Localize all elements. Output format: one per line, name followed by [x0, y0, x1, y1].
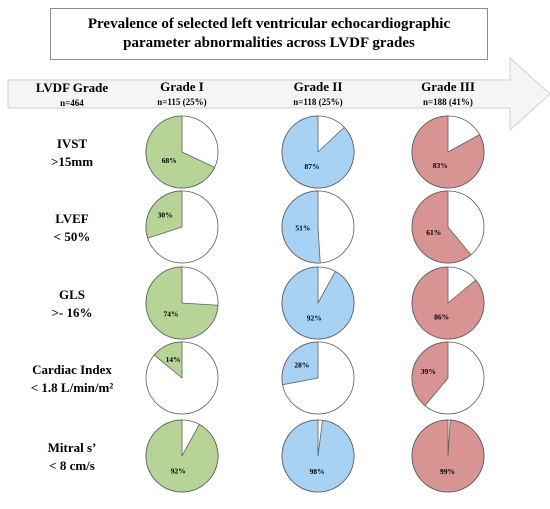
pie-slice-r1-g1: [145, 115, 215, 189]
pie-value-label-r1-g3: 83%: [433, 161, 448, 170]
parameter-label-2-line-1: LVEF: [55, 211, 89, 226]
pie-slice-r5-g2: [281, 419, 355, 493]
pie-slice-r5-g1: [145, 419, 219, 493]
pie-value-label-r4-g1: 14%: [166, 355, 181, 364]
parameter-label-2-line-2: < 50%: [54, 229, 91, 244]
pie-value-label-r1-g1: 68%: [162, 156, 177, 165]
parameter-label-1-line-2: >15mm: [51, 154, 93, 169]
chart-title-line-2: parameter abnormalities across LVDF grad…: [123, 35, 415, 51]
parameter-label-1-line-1: IVST: [57, 136, 88, 151]
parameter-label-4-line-1: Cardiac Index: [32, 362, 112, 377]
pie-slice-r2-g2: [281, 190, 321, 264]
pie-value-label-r4-g3: 39%: [421, 367, 436, 376]
pie-slice-r4-g2: [281, 341, 319, 386]
pie-value-label-r3-g2: 92%: [307, 314, 322, 323]
pie-slice-r4-g3: [411, 341, 449, 407]
pie-slice-r1-g2: [281, 115, 355, 189]
pie-slice-r2-g3: [411, 190, 472, 264]
grade-n-3: n=188 (41%): [423, 97, 473, 107]
pie-slice-r1-g3: [411, 115, 485, 189]
pie-value-label-r3-g3: 86%: [434, 313, 449, 322]
chart-title-line-1: Prevalence of selected left ventricular …: [87, 16, 451, 32]
pie-value-label-r5-g3: 99%: [440, 467, 455, 476]
parameter-label-4-line-2: < 1.8 L/min/m²: [31, 380, 114, 395]
pie-value-label-r2-g3: 61%: [426, 228, 441, 237]
header-arrow: [7, 56, 550, 132]
grade-header-3: Grade III: [421, 79, 475, 94]
pie-slice-r4-g1: [153, 341, 183, 379]
pie-value-label-r2-g1: 30%: [158, 211, 173, 220]
pie-value-label-r2-g2: 51%: [295, 224, 310, 233]
pie-value-label-r5-g1: 92%: [171, 467, 186, 476]
grade-header-2: Grade II: [294, 79, 343, 94]
grade-header-1: Grade I: [160, 79, 204, 94]
pie-value-label-r5-g2: 98%: [310, 467, 325, 476]
header-label: LVDF Grade: [36, 80, 109, 95]
pie-slice-r3-g1: [145, 266, 219, 340]
chart-title: Prevalence of selected left ventricular …: [50, 8, 488, 60]
pie-slice-r3-g2: [281, 266, 355, 340]
parameter-label-3-line-1: GLS: [59, 287, 85, 302]
header-n: n=464: [60, 98, 84, 108]
pie-slice-r5-g3: [411, 419, 485, 493]
parameter-label-5-line-2: < 8 cm/s: [49, 458, 95, 473]
grade-n-1: n=115 (25%): [157, 97, 206, 107]
parameter-label-3-line-2: >- 16%: [52, 305, 93, 320]
parameter-label-5-line-1: Mitral s’: [48, 440, 97, 455]
grade-n-2: n=118 (25%): [293, 97, 342, 107]
pie-slice-r3-g3: [411, 266, 485, 340]
pie-slice-r2-g1: [145, 190, 183, 239]
pie-value-label-r4-g2: 28%: [294, 361, 309, 370]
pie-value-label-r1-g2: 87%: [305, 162, 320, 171]
pie-value-label-r3-g1: 74%: [164, 309, 179, 318]
